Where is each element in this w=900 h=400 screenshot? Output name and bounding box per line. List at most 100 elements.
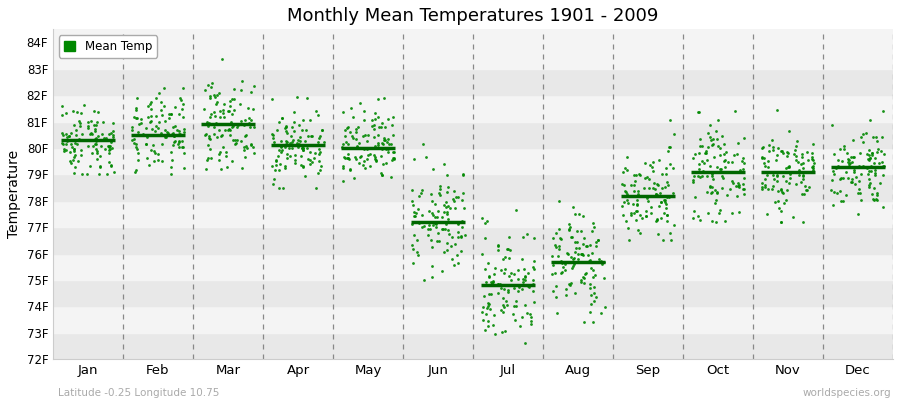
Point (106, 120, 121, 126)
Point (832, 188, 847, 194)
Point (862, 147, 877, 153)
Point (204, 155, 219, 161)
Point (660, 178, 674, 185)
Point (95, 119, 110, 125)
Point (736, 185, 751, 192)
Point (431, 229, 446, 236)
Point (475, 215, 490, 221)
Point (760, 186, 775, 192)
Point (659, 205, 673, 211)
Point (161, 130, 176, 137)
Point (374, 170, 388, 176)
Point (844, 178, 859, 185)
Point (378, 124, 392, 130)
Point (565, 264, 580, 271)
Point (598, 304, 612, 311)
Point (425, 243, 439, 250)
Point (268, 167, 283, 173)
Point (597, 259, 611, 266)
Point (705, 171, 719, 177)
Point (429, 221, 444, 228)
Point (230, 137, 244, 143)
Point (705, 173, 719, 179)
Point (343, 167, 357, 174)
Bar (53, 306, 893, 333)
Point (297, 172, 311, 179)
Point (357, 158, 372, 164)
Point (562, 226, 576, 232)
Point (454, 224, 469, 230)
Point (415, 212, 429, 218)
Point (305, 132, 320, 139)
Point (861, 176, 876, 182)
Point (447, 188, 462, 194)
Point (222, 108, 237, 114)
Point (445, 234, 459, 240)
Point (795, 190, 809, 197)
Point (567, 249, 581, 255)
Point (300, 95, 314, 101)
Point (302, 156, 316, 162)
Point (406, 209, 420, 215)
Point (229, 140, 243, 146)
Point (871, 146, 886, 152)
Bar (53, 333, 893, 359)
Point (147, 158, 161, 164)
Point (417, 223, 431, 229)
Point (624, 212, 638, 218)
Point (568, 210, 582, 217)
Point (686, 178, 700, 185)
Point (848, 180, 862, 187)
Point (802, 184, 816, 190)
Point (85, 130, 99, 137)
Point (648, 191, 662, 197)
Point (724, 210, 739, 216)
Point (216, 107, 230, 113)
Point (516, 279, 530, 286)
Point (868, 160, 882, 166)
Point (376, 95, 391, 101)
Point (204, 84, 219, 90)
Point (293, 138, 308, 144)
Point (644, 204, 658, 210)
Point (303, 149, 318, 155)
Point (105, 128, 120, 134)
Point (360, 152, 374, 158)
Point (518, 340, 532, 346)
Point (59, 131, 74, 137)
Point (520, 231, 535, 238)
Point (631, 188, 645, 194)
Point (310, 170, 325, 176)
Point (168, 123, 183, 129)
Point (90, 156, 104, 162)
Point (619, 191, 634, 197)
Point (155, 112, 169, 118)
Point (845, 176, 859, 182)
Point (757, 160, 771, 166)
Point (559, 291, 573, 298)
Point (806, 141, 821, 147)
Point (566, 256, 580, 262)
Point (717, 157, 732, 164)
Point (415, 223, 429, 230)
Point (702, 121, 716, 128)
Point (801, 157, 815, 164)
Point (876, 172, 890, 178)
Point (275, 114, 290, 121)
Point (481, 260, 495, 266)
Point (796, 219, 810, 225)
Point (375, 140, 390, 147)
Point (130, 146, 145, 152)
Point (291, 144, 305, 150)
Point (104, 163, 119, 170)
Point (781, 164, 796, 171)
Point (650, 192, 664, 198)
Point (487, 271, 501, 277)
Point (710, 142, 724, 149)
Point (836, 175, 850, 182)
Point (237, 146, 251, 153)
Point (145, 126, 159, 132)
Point (357, 108, 372, 115)
Point (705, 218, 719, 224)
Point (341, 124, 356, 130)
